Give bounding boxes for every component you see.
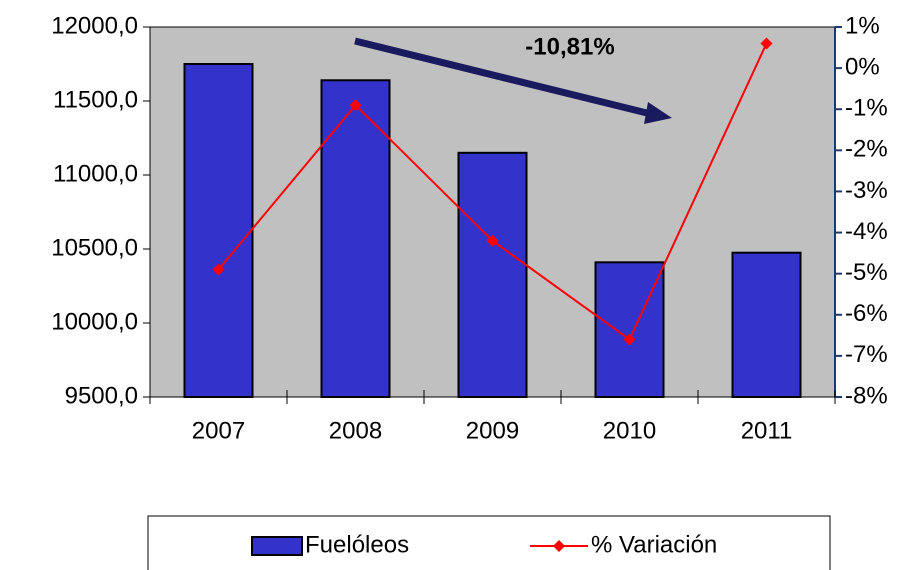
y-tick-label: 10500,0 [51,234,138,261]
y2-tick-label: -2% [845,136,888,163]
marker [349,99,362,112]
x-tick-label: 2007 [192,417,245,444]
y2-tick-label: -7% [845,341,888,368]
y2-tick-label: -5% [845,259,888,286]
bar [183,63,254,398]
y2-tick-label: -4% [845,218,888,245]
legend-label: % Variación [591,531,717,558]
bar [731,251,802,398]
legend-marker [553,540,565,552]
y-tick-label: 9500,0 [65,382,138,409]
y2-tick-label: -1% [845,95,888,122]
x-tick-label: 2011 [741,417,793,444]
legend-label: Fuelóleos [305,531,409,558]
annotation: -10,81% [525,33,614,60]
bar [594,261,665,398]
trend-arrow [354,37,656,119]
arrow-head [644,102,672,124]
y-tick-label: 12000,0 [51,12,138,39]
x-tick-label: 2008 [329,417,382,444]
legend-swatch [251,536,303,556]
marker [760,37,773,50]
y2-tick-label: -8% [845,382,888,409]
y2-tick-label: 0% [845,53,880,80]
marker [212,263,225,276]
annotation-group: -10,81% [354,33,672,124]
y-tick-label: 11500,0 [53,86,138,113]
x-tick-label: 2009 [466,417,519,444]
y2-tick-label: -6% [845,300,888,327]
y-tick-label: 11000,0 [53,160,138,187]
y2-tick-label: 1% [845,12,880,39]
y-tick-label: 10000,0 [51,308,138,335]
bar [457,151,528,398]
y2-tick-label: -3% [845,177,888,204]
x-tick-label: 2010 [603,417,656,444]
marker [486,234,499,247]
marker [623,333,636,346]
legend [147,515,831,570]
